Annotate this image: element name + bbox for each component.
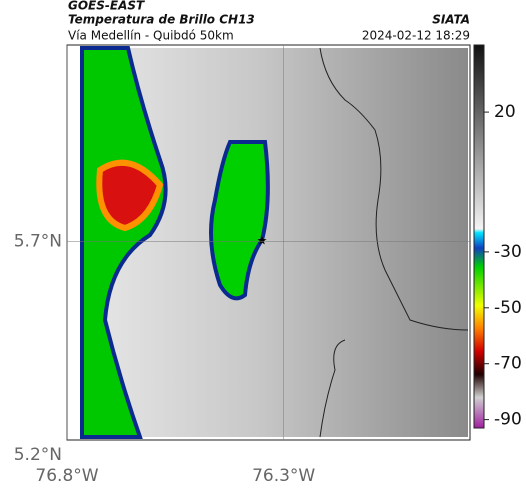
location-marker: ★ [257, 234, 268, 248]
map-area: ★ [66, 44, 471, 441]
colorbar-tick-label: -70 [494, 354, 522, 374]
y-tick-label: 5.7°N [14, 231, 62, 251]
x-tick-label: 76.3°W [252, 466, 315, 486]
source: GOES-EAST [68, 0, 145, 13]
x-tick-label: 76.8°W [35, 466, 98, 486]
colorbar-tick-label: 20 [494, 102, 516, 122]
colorbar [473, 44, 485, 429]
cloud-cold [80, 46, 168, 439]
product: Temperatura de Brillo CH13 [68, 13, 255, 27]
cloud-core [96, 159, 164, 232]
route: Vía Medellín - Quibdó 50km [68, 29, 234, 43]
cloud-cell [209, 140, 270, 301]
datetime: 2024-02-12 18:29 [362, 29, 470, 43]
y-tick-label: 5.2°N [14, 445, 62, 465]
colorbar-tick-label: -30 [494, 242, 522, 262]
agency: SIATA [432, 13, 470, 27]
colorbar-tick-label: -90 [494, 410, 522, 430]
border [319, 47, 469, 438]
colorbar-tick-label: -50 [494, 298, 522, 318]
